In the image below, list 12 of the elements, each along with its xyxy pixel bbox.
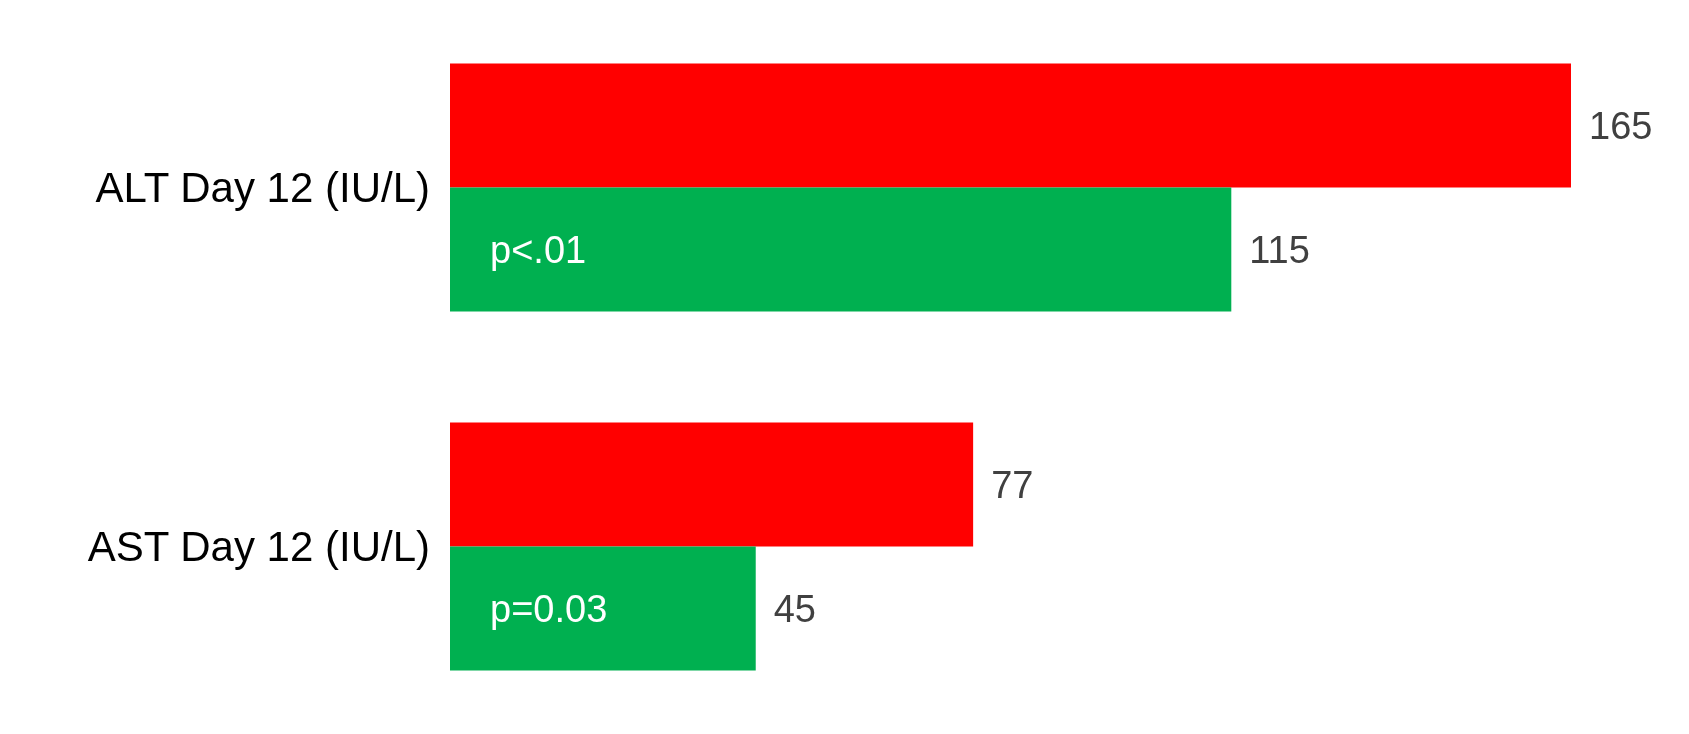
y-tick-label: AST Day 12 (IU/L) (87, 523, 430, 570)
data-label: 165 (1589, 104, 1653, 147)
y-tick-label: ALT Day 12 (IU/L) (95, 164, 430, 211)
annotation: p=0.03 (490, 587, 608, 630)
bar (450, 546, 756, 671)
bar (450, 187, 1232, 312)
data-label: 77 (991, 463, 1034, 506)
data-label: 115 (1249, 228, 1310, 271)
annotation: p<.01 (490, 228, 587, 271)
bar (450, 422, 974, 547)
bar (450, 63, 1571, 188)
data-label: 45 (773, 587, 817, 630)
